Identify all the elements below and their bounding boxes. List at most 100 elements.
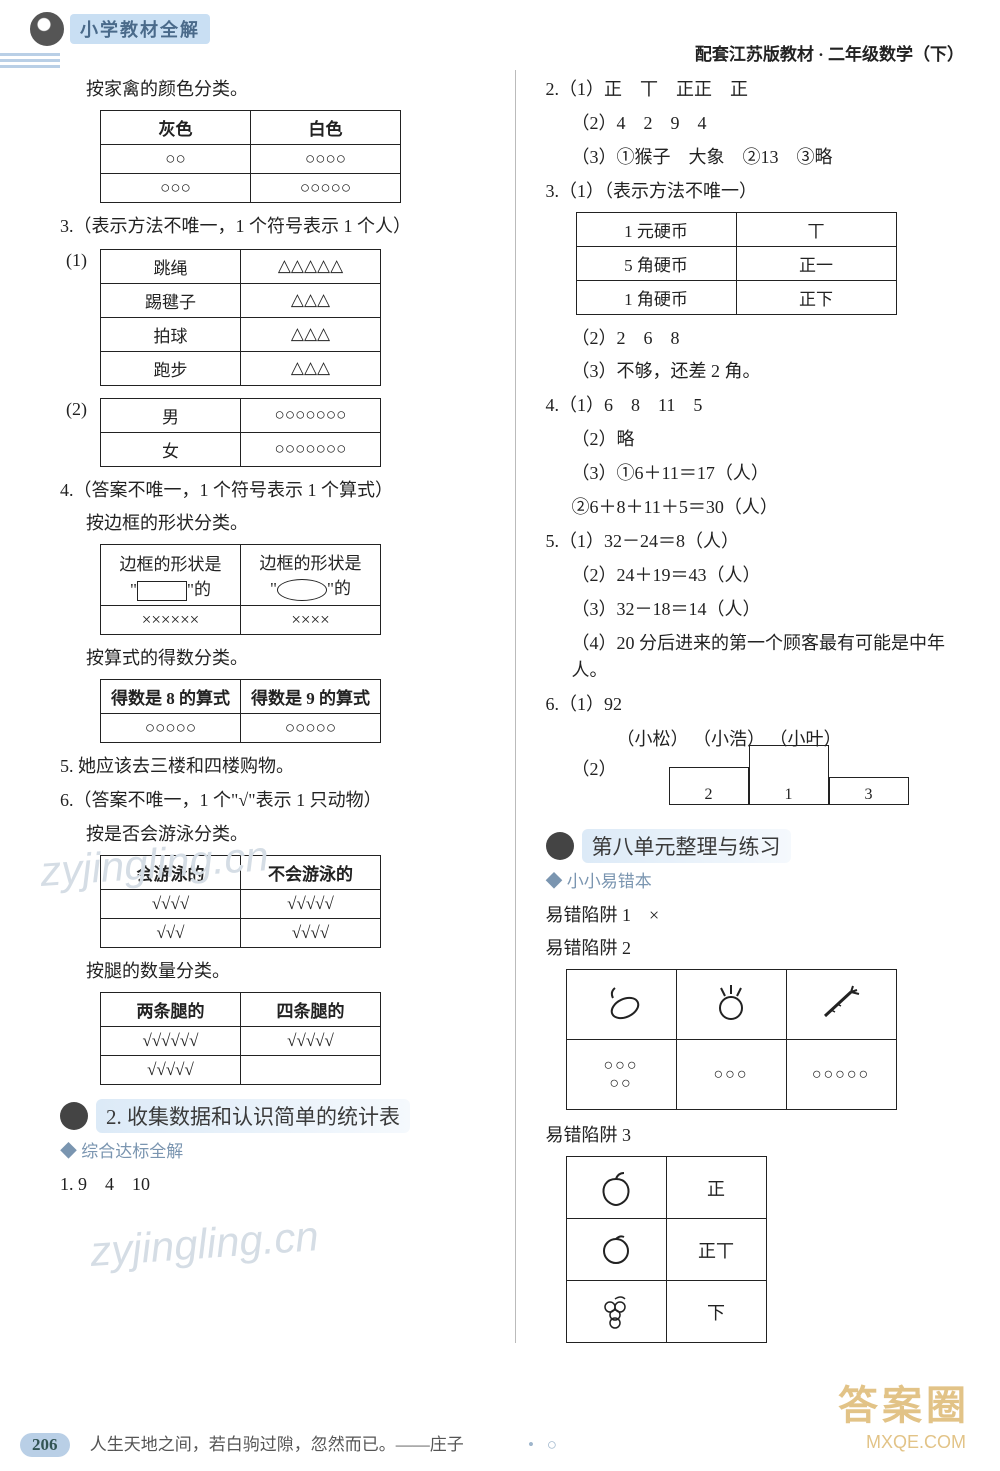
td: √√√ [101,919,241,948]
td: ○○○○○ [251,173,401,202]
q5-4: （4）20 分后进来的第一个顾客最有可能是中年人。 [546,630,971,686]
th: 不会游泳的 [241,856,381,890]
label: (1) [66,247,87,275]
q6-sub2: 按腿的数量分类。 [60,958,485,986]
td: √√√√ [101,890,241,919]
rect-icon [137,581,187,601]
td: △△△ [241,317,381,351]
td: 拍球 [101,317,241,351]
section-2-title: 2. 收集数据和认识简单的统计表 [96,1099,410,1133]
td: ○○○ ○○ [566,1040,676,1110]
td: △△△ [241,283,381,317]
q2-3: （3）①猴子 大象 ②13 ③略 [546,144,971,172]
q3-head: 3.（1）（表示方法不唯一） [546,178,971,206]
q5-line: 5. 她应该去三楼和四楼购物。 [60,753,485,781]
unit8-title: 第八单元整理与练习 [582,829,791,863]
label: (2) [66,396,87,424]
cell-line: 边框的形状是 [251,549,370,574]
td: ○○○○○○○ [241,398,381,432]
intro-line: 按家禽的颜色分类。 [60,76,485,104]
q4-1: 4.（1）6 8 11 5 [546,392,971,420]
footer-quote: 人生天地之间，若白驹过隙，忽然而已。——庄子 [90,1435,464,1454]
td: 1 元硬币 [576,212,736,246]
td: 跳绳 [101,249,241,283]
table-q4-shape: 边框的形状是 ""的 边框的形状是 ""的 ×××××× ×××× [100,544,381,635]
td: △△△△△ [241,249,381,283]
q6-2-label: （2） [546,725,617,781]
header-stripes [0,52,60,68]
td: 边框的形状是 ""的 [101,545,241,606]
mascot-icon [30,12,64,46]
q1-answer: 1. 9 4 10 [60,1171,485,1199]
left-column: 按家禽的颜色分类。 灰色 白色 ○○ ○○○○ ○○○ ○○○○○ 3.（表示方… [60,70,485,1343]
cell-line: ""的 [251,574,370,601]
veg-radish-icon [676,970,786,1040]
td: ○○○○○○○ [241,432,381,466]
td: 正丅 [666,1219,766,1281]
mascot-icon [546,832,574,860]
fruit-grape-icon [566,1281,666,1343]
td: ○○○○ [251,144,401,173]
td: √√√√√ [101,1055,241,1084]
td: 丅 [736,212,896,246]
veg-eggplant-icon [566,970,676,1040]
table-q3-1: 跳绳△△△△△ 踢毽子△△△ 拍球△△△ 跑步△△△ [100,249,381,386]
cell-line: ""的 [111,575,230,601]
podium-block-1: 1 [749,745,829,805]
td: ○○○○○ [101,714,241,743]
td: 5 角硬币 [576,246,736,280]
q4-3b: ②6＋8＋11＋5＝30（人） [546,494,971,522]
q5-3: （3）32－18＝14（人） [546,596,971,624]
th: 白色 [251,110,401,144]
oval-icon [277,579,327,601]
q5-2: （2）24＋19＝43（人） [546,562,971,590]
trap2: 易错陷阱 2 [546,935,971,963]
td: ○○ [101,144,251,173]
td: √√√√√√ [101,1026,241,1055]
series-title: 小学教材全解 [70,14,210,44]
fruit-orange-icon [566,1219,666,1281]
podium-diagram: （小松） （小浩） （小叶） 2 1 3 [617,725,877,815]
podium-block-3: 3 [829,777,909,805]
q6-sub1: 按是否会游泳分类。 [60,821,485,849]
q4-title: 4.（答案不唯一，1 个符号表示 1 个算式） [60,477,485,505]
td: △△△ [241,351,381,385]
td: 跑步 [101,351,241,385]
td: 下 [666,1281,766,1343]
td: ×××××× [101,606,241,635]
q5-1: 5.（1）32－24＝8（人） [546,528,971,556]
q2-1: 2.（1）正 丅 正正 正 [546,76,971,104]
q4-2: （2）略 [546,426,971,454]
num: 1 [750,786,828,804]
td: ○○○ [676,1040,786,1110]
trap1: 易错陷阱 1 × [546,902,971,930]
td: ○○○○○ [786,1040,896,1110]
q6-title: 6.（答案不唯一，1 个"√"表示 1 只动物） [60,787,485,815]
th: 得数是 9 的算式 [241,680,381,714]
section-2-sub: 综合达标全解 [60,1139,485,1165]
q2-2: （2）4 2 9 4 [546,110,971,138]
td: 正一 [736,246,896,280]
th: 得数是 8 的算式 [101,680,241,714]
td: √√√√√ [241,1026,381,1055]
td: 正下 [736,280,896,314]
q3-3: （3）不够，还差 2 角。 [546,358,971,386]
td: ○○○○○ [241,714,381,743]
q3-2: （2）2 6 8 [546,325,971,353]
table-coin: 1 元硬币丅 5 角硬币正一 1 角硬币正下 [576,212,897,315]
book-version: 配套江苏版教材 · 二年级数学（下） [695,40,964,65]
cell-line: 边框的形状是 [111,550,230,575]
table-q4-sum: 得数是 8 的算式 得数是 9 的算式 ○○○○○ ○○○○○ [100,679,381,743]
table-q6-legs: 两条腿的 四条腿的 √√√√√√ √√√√√ √√√√√ [100,992,381,1085]
td: ○○○ [101,173,251,202]
unit8-sub: 小小易错本 [546,869,971,895]
td: 边框的形状是 ""的 [241,545,381,606]
td: √√√√√ [241,890,381,919]
series-badge: 小学教材全解 [30,12,210,46]
trap3: 易错陷阱 3 [546,1122,971,1150]
td [241,1055,381,1084]
table-vegetables: ○○○ ○○ ○○○ ○○○○○ [566,969,897,1110]
td: 男 [101,398,241,432]
td: 踢毽子 [101,283,241,317]
num: 2 [670,786,748,804]
